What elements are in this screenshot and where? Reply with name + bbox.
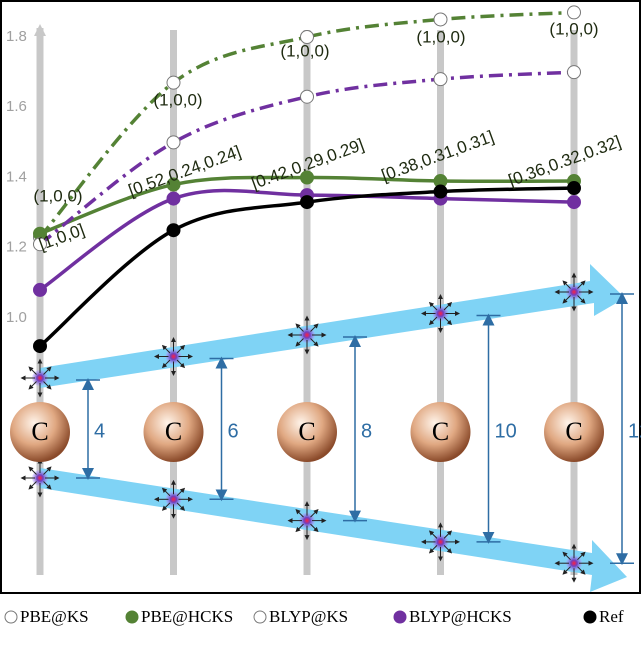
distance-label: 4 xyxy=(94,420,105,442)
ks-label: (1,0,0) xyxy=(416,27,465,46)
point xyxy=(167,136,180,149)
distance-label: 8 xyxy=(361,420,372,442)
lower-arrow xyxy=(40,468,627,592)
atom-label: C xyxy=(165,417,182,446)
point xyxy=(167,224,180,237)
point xyxy=(568,196,581,209)
plot: 1.0 1.2 1.4 1.6 1.8 C 4 C 6 C 8 C 10 C 12 (1,0,0) (1,0,0… xyxy=(5,6,641,626)
legend-marker xyxy=(584,611,596,623)
point xyxy=(167,76,180,89)
y-tick-label: 1.0 xyxy=(6,309,27,326)
point xyxy=(434,13,447,26)
point xyxy=(301,196,314,209)
atom-label: C xyxy=(432,417,449,446)
distance-label: 6 xyxy=(228,420,239,442)
axis-arrow xyxy=(34,24,46,36)
ks-label: (1,0,0) xyxy=(153,90,202,109)
legend-label: PBE@HCKS xyxy=(141,607,233,626)
atom-label: C xyxy=(565,417,582,446)
point xyxy=(34,283,47,296)
point xyxy=(568,6,581,19)
page: {"chart_data": {"type": "line", "x": [4,… xyxy=(0,0,641,640)
legend-label: Ref xyxy=(599,607,624,626)
y-tick-label: 1.4 xyxy=(6,168,27,185)
point xyxy=(434,73,447,86)
point xyxy=(301,90,314,103)
legend-marker xyxy=(254,611,266,623)
y-tick-label: 1.2 xyxy=(6,239,27,256)
point xyxy=(568,182,581,195)
ks-label: (1,0,0) xyxy=(280,41,329,60)
legend-marker xyxy=(5,611,17,623)
atom-label: C xyxy=(31,417,48,446)
distance-label: 12 xyxy=(628,420,641,442)
legend-marker xyxy=(394,611,406,623)
ks-label: (1,0,0) xyxy=(33,186,82,205)
point xyxy=(434,185,447,198)
point xyxy=(34,340,47,353)
figure: 1.0 1.2 1.4 1.6 1.8 C 4 C 6 C 8 C 10 C 12 (1,0,0) (1,0,0… xyxy=(0,0,641,640)
y-tick-label: 1.8 xyxy=(6,28,27,45)
point xyxy=(167,192,180,205)
legend-label: BLYP@KS xyxy=(269,607,348,626)
point xyxy=(568,66,581,79)
atom-label: C xyxy=(298,417,315,446)
upper-arrow xyxy=(40,264,625,388)
legend-marker xyxy=(126,611,138,623)
y-tick-label: 1.6 xyxy=(6,98,27,115)
distance-label: 10 xyxy=(495,420,517,442)
legend-label: BLYP@HCKS xyxy=(409,607,512,626)
ks-label: (1,0,0) xyxy=(549,19,598,38)
legend-label: PBE@KS xyxy=(20,607,89,626)
